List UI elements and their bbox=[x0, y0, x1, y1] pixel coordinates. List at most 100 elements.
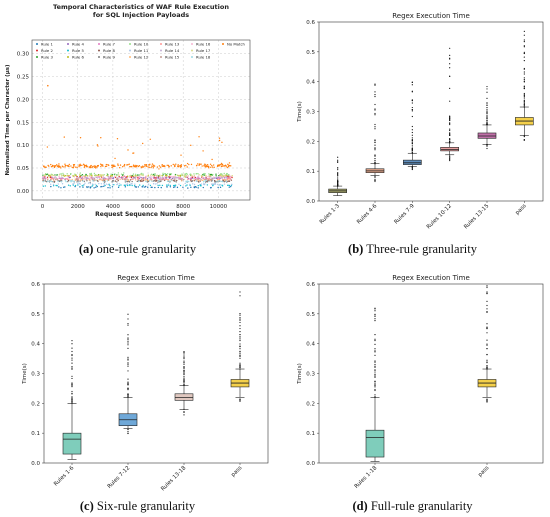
legend-entry: Rule 3 bbox=[41, 55, 53, 60]
data-point bbox=[204, 163, 206, 165]
data-point bbox=[113, 164, 115, 166]
flier-point bbox=[523, 77, 525, 79]
data-point bbox=[163, 165, 165, 168]
flier-point bbox=[71, 347, 73, 349]
data-point bbox=[91, 175, 93, 177]
flier-point bbox=[239, 314, 241, 316]
y-tick-label: 0.00 bbox=[17, 189, 30, 195]
flier-point bbox=[486, 109, 488, 111]
legend-marker bbox=[160, 43, 162, 45]
flier-point bbox=[523, 102, 525, 105]
flier-point bbox=[239, 316, 241, 319]
y-tick-label: 0.1 bbox=[306, 169, 315, 175]
box-rules-1-18 bbox=[365, 307, 385, 462]
data-point bbox=[109, 175, 112, 177]
data-point bbox=[228, 162, 231, 164]
data-point bbox=[131, 180, 133, 183]
data-point bbox=[89, 179, 91, 181]
flier-point bbox=[486, 107, 488, 109]
flier-point bbox=[486, 332, 488, 334]
data-point bbox=[126, 178, 129, 180]
flier-point bbox=[183, 380, 185, 382]
data-point bbox=[127, 179, 129, 182]
data-point bbox=[224, 179, 226, 181]
data-point bbox=[217, 186, 219, 189]
legend-marker bbox=[160, 56, 162, 58]
data-point bbox=[203, 174, 205, 176]
flier-point bbox=[374, 176, 376, 178]
legend-entry: Rule 14 bbox=[165, 48, 180, 53]
data-point bbox=[132, 173, 135, 175]
data-point bbox=[190, 144, 192, 147]
data-point bbox=[58, 163, 60, 165]
data-point bbox=[141, 186, 143, 188]
flier-point bbox=[411, 102, 413, 104]
flier-point bbox=[183, 360, 185, 362]
flier-point bbox=[411, 139, 413, 141]
data-point bbox=[64, 186, 66, 188]
legend-entry: Rule 4 bbox=[72, 42, 84, 47]
data-point bbox=[161, 184, 164, 187]
data-point bbox=[42, 178, 44, 181]
data-point bbox=[228, 180, 231, 182]
data-point bbox=[97, 175, 99, 178]
data-point bbox=[148, 164, 150, 166]
data-point bbox=[94, 166, 96, 169]
y-tick-label: 0.3 bbox=[306, 372, 315, 378]
data-point bbox=[49, 179, 52, 181]
flier-point bbox=[127, 313, 129, 315]
data-point bbox=[121, 178, 124, 180]
data-point bbox=[219, 175, 222, 178]
data-point bbox=[147, 186, 149, 188]
data-point bbox=[228, 184, 231, 187]
data-point bbox=[123, 163, 126, 166]
flier-point bbox=[374, 339, 376, 342]
y-tick-label: 0.5 bbox=[306, 312, 315, 318]
data-point bbox=[124, 175, 126, 178]
data-point bbox=[227, 163, 229, 166]
data-point bbox=[42, 185, 45, 187]
flier-point bbox=[374, 84, 376, 86]
flier-point bbox=[183, 376, 185, 378]
data-point bbox=[71, 178, 73, 181]
flier-point bbox=[449, 58, 451, 60]
data-point bbox=[132, 177, 134, 179]
data-point bbox=[50, 174, 52, 176]
plot-frame bbox=[318, 283, 544, 464]
data-point bbox=[112, 177, 115, 179]
data-point bbox=[130, 176, 133, 179]
data-point bbox=[111, 186, 114, 188]
data-point bbox=[209, 178, 212, 181]
flier-point bbox=[183, 356, 185, 358]
flier-point bbox=[71, 353, 73, 356]
data-point bbox=[177, 164, 179, 166]
data-point bbox=[107, 175, 109, 178]
data-point bbox=[101, 176, 104, 179]
data-point bbox=[150, 166, 152, 169]
data-point bbox=[61, 176, 63, 179]
legend-marker bbox=[36, 49, 38, 52]
data-point bbox=[91, 176, 93, 179]
data-point bbox=[219, 186, 222, 189]
data-point bbox=[183, 165, 186, 167]
data-point bbox=[152, 173, 155, 176]
data-point bbox=[154, 183, 157, 185]
data-point bbox=[212, 164, 215, 166]
data-point bbox=[190, 176, 192, 179]
data-point bbox=[43, 174, 46, 177]
data-point bbox=[211, 164, 213, 167]
data-point bbox=[48, 173, 50, 176]
data-point bbox=[171, 177, 174, 180]
x-tick-label: Rules 7-9 bbox=[393, 203, 416, 226]
data-point bbox=[170, 165, 172, 167]
data-point bbox=[91, 183, 94, 185]
flier-point bbox=[374, 381, 376, 383]
flier-point bbox=[486, 343, 488, 345]
data-point bbox=[50, 163, 52, 166]
data-point bbox=[164, 176, 166, 178]
data-point bbox=[73, 174, 75, 177]
flier-point bbox=[523, 87, 525, 89]
flier-point bbox=[239, 348, 241, 350]
legend-marker bbox=[67, 43, 69, 45]
data-point bbox=[166, 164, 168, 167]
